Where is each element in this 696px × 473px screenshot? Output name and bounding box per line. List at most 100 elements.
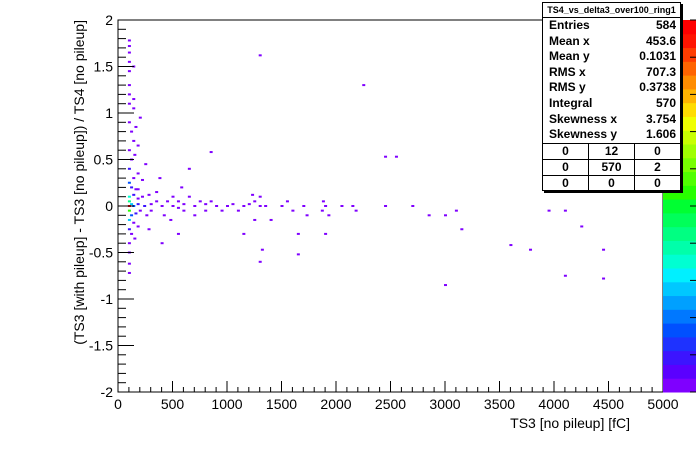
data-point-9 xyxy=(127,102,131,105)
data-point-66 xyxy=(155,191,159,194)
y-tick-label: -0.5 xyxy=(89,245,113,261)
data-point-72 xyxy=(187,195,191,198)
data-point-130 xyxy=(176,232,180,235)
data-point-89 xyxy=(302,205,306,207)
stats-grid-cell: 0 xyxy=(543,159,589,175)
stats-row: Skewness x 3.754 xyxy=(543,112,680,128)
data-point-116 xyxy=(563,209,567,212)
data-point-81 xyxy=(242,205,246,207)
palette-swatch xyxy=(663,350,696,365)
data-point-86 xyxy=(280,205,284,207)
data-point-101 xyxy=(384,155,388,158)
data-point-56 xyxy=(127,228,131,231)
data-point-95 xyxy=(321,200,325,203)
data-point-47 xyxy=(204,203,208,206)
data-point-133 xyxy=(269,218,273,221)
data-point-52 xyxy=(138,209,142,212)
palette-swatch xyxy=(663,281,696,297)
data-point-115 xyxy=(580,225,584,228)
data-point-105 xyxy=(180,186,184,189)
data-point-128 xyxy=(324,232,328,235)
palette-swatch xyxy=(663,212,696,228)
data-point-111 xyxy=(454,209,458,212)
data-point-26 xyxy=(130,186,134,189)
data-point-87 xyxy=(285,200,289,203)
stats-label: RMS y xyxy=(549,80,586,95)
data-point-10 xyxy=(132,107,136,110)
data-point-55 xyxy=(132,221,136,224)
data-point-109 xyxy=(411,205,415,207)
stats-value: 1.606 xyxy=(645,127,676,142)
stats-grid-cell: 12 xyxy=(589,143,635,159)
data-point-42 xyxy=(166,200,170,203)
palette-swatch xyxy=(663,336,696,352)
stats-value: 0.1031 xyxy=(639,49,676,64)
stats-grid-cell: 2 xyxy=(654,159,661,174)
data-point-104 xyxy=(187,167,191,170)
data-point-45 xyxy=(182,203,186,206)
data-point-103 xyxy=(209,151,213,154)
palette-swatch xyxy=(663,295,696,310)
data-point-112 xyxy=(460,228,464,231)
stats-label: Integral xyxy=(549,95,593,110)
stats-label: Skewness x xyxy=(549,111,618,126)
data-point-40 xyxy=(155,200,159,203)
data-point-71 xyxy=(182,209,186,212)
data-point-107 xyxy=(258,195,262,198)
stats-row: RMS y 0.3738 xyxy=(543,80,680,96)
data-point-74 xyxy=(198,200,202,203)
x-tick-label: 2000 xyxy=(320,396,351,412)
data-point-97 xyxy=(320,209,324,212)
palette-swatch xyxy=(663,240,696,255)
data-point-53 xyxy=(145,214,149,217)
data-point-0 xyxy=(127,39,131,42)
data-point-117 xyxy=(509,244,513,247)
data-point-37 xyxy=(136,203,140,206)
data-point-132 xyxy=(253,218,257,221)
data-point-27 xyxy=(134,188,138,191)
data-point-100 xyxy=(362,84,366,87)
data-point-119 xyxy=(602,248,606,251)
stats-grid-row: 0 12 0 xyxy=(543,143,680,160)
x-tick-label: 3500 xyxy=(484,396,515,412)
data-point-131 xyxy=(147,228,151,231)
data-point-58 xyxy=(130,232,134,235)
data-point-17 xyxy=(127,149,131,152)
data-point-125 xyxy=(258,260,262,263)
stats-grid-row: 0 570 2 xyxy=(543,159,680,176)
y-tick-label: 1 xyxy=(105,105,113,121)
x-tick-label: 3000 xyxy=(429,396,460,412)
data-point-14 xyxy=(130,130,134,133)
data-point-38 xyxy=(143,205,147,207)
y-tick-label: -1 xyxy=(101,291,114,307)
x-axis: 0 500 1000 1500 2000 2500 3000 3500 4000 4500 5000 xyxy=(114,381,679,412)
y-tick-label: 0.5 xyxy=(94,152,114,168)
y-tick-label: 2 xyxy=(105,12,113,28)
y-tick-label: -2 xyxy=(101,384,114,400)
data-point-120 xyxy=(563,274,567,277)
stats-rows: Entries 584 Mean x 453.6 Mean y 0.1031 RMS x 70… xyxy=(543,18,680,143)
data-point-68 xyxy=(171,195,175,198)
data-point-31 xyxy=(140,195,144,198)
palette-swatch xyxy=(663,323,696,338)
palette-swatch xyxy=(663,268,696,283)
stats-label: Mean x xyxy=(549,33,590,48)
stats-value: 570 xyxy=(655,95,676,110)
data-point-91 xyxy=(340,205,344,207)
data-point-33 xyxy=(127,200,131,203)
data-point-24 xyxy=(127,181,131,184)
data-point-34 xyxy=(130,203,134,206)
x-tick-label: 5000 xyxy=(647,396,678,412)
data-point-122 xyxy=(444,284,447,287)
data-point-108 xyxy=(251,193,255,196)
stats-label: Skewness y xyxy=(549,127,618,142)
data-point-94 xyxy=(327,214,331,217)
data-point-67 xyxy=(162,214,166,217)
stats-title: TS4_vs_delta3_over100_ring1 xyxy=(543,3,680,18)
data-point-79 xyxy=(231,203,235,206)
stats-grid: 0 12 0 0 570 2 0 0 0 xyxy=(543,142,680,191)
palette-swatch xyxy=(663,254,696,269)
data-point-126 xyxy=(242,232,246,235)
stats-value: 3.754 xyxy=(645,111,676,126)
data-point-44 xyxy=(176,206,180,209)
